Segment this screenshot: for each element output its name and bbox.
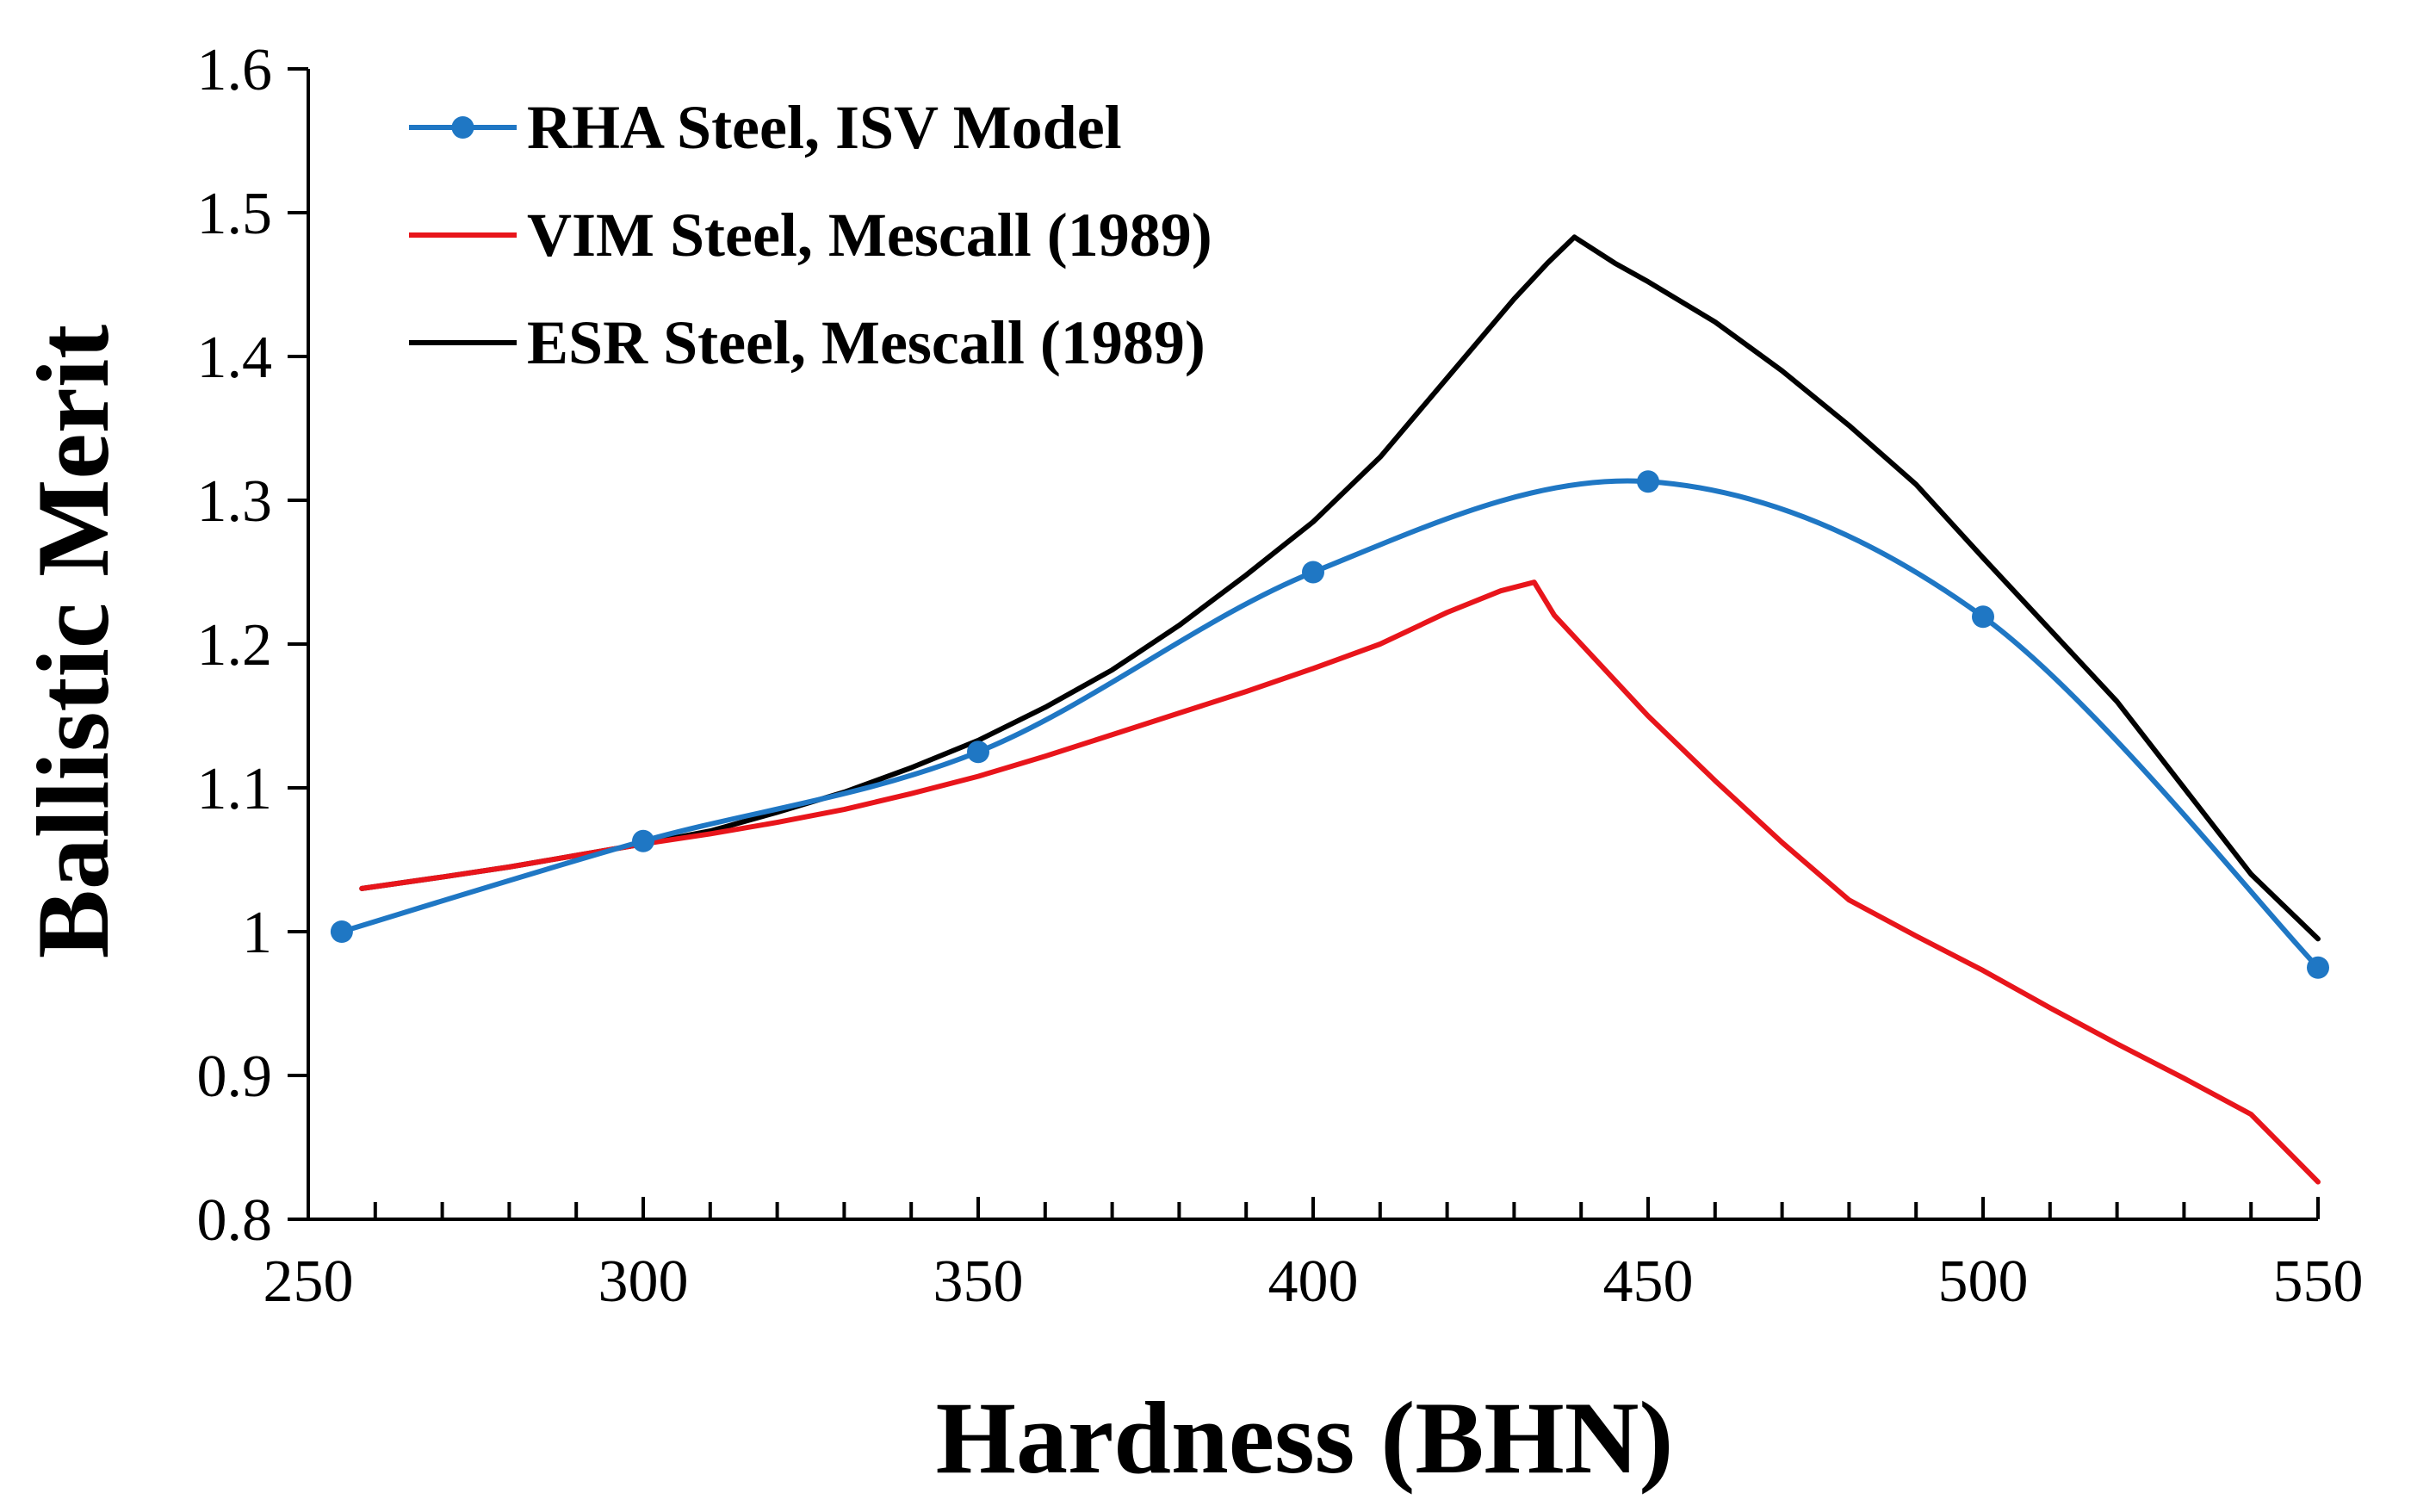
x-axis-title: Hardness (BHN) xyxy=(936,1380,1674,1495)
x-tick-label: 450 xyxy=(1603,1249,1694,1315)
y-axis-ticks: 0.8 0.9 1 1.1 1.2 1.3 1.4 1.5 1.6 xyxy=(197,37,308,1254)
legend-label: VIM Steel, Mescall (1989) xyxy=(527,201,1212,270)
data-point-rha-steel-isv-model xyxy=(2307,956,2329,979)
y-tick-label: 0.8 xyxy=(197,1187,273,1254)
legend-label: RHA Steel, ISV Model xyxy=(527,93,1122,162)
y-tick-label: 1 xyxy=(242,900,272,966)
x-tick-label: 500 xyxy=(1938,1249,2029,1315)
data-point-rha-steel-isv-model xyxy=(1972,605,1994,629)
y-tick-label: 1.6 xyxy=(197,37,273,103)
y-tick-label: 1.1 xyxy=(197,756,273,822)
series-rha-steel-isv-model xyxy=(330,470,2329,979)
x-axis-ticks: 250 300 350 400 450 500 550 xyxy=(263,1197,2364,1315)
data-point-rha-steel-isv-model xyxy=(330,920,353,943)
x-tick-label: 250 xyxy=(263,1249,354,1315)
legend-item: VIM Steel, Mescall (1989) xyxy=(409,201,1212,270)
legend: RHA Steel, ISV Model VIM Steel, Mescall (… xyxy=(409,93,1212,377)
data-point-rha-steel-isv-model xyxy=(967,741,989,764)
legend-marker xyxy=(451,116,474,139)
x-tick-label: 400 xyxy=(1268,1249,1359,1315)
y-tick-label: 1.4 xyxy=(197,325,273,391)
x-tick-label: 350 xyxy=(933,1249,1024,1315)
series-line-rha-steel-isv-model xyxy=(338,478,2321,970)
series-vim-steel-mescall-1989 xyxy=(359,579,2321,1185)
x-tick-label: 300 xyxy=(598,1249,689,1315)
y-tick-label: 1.2 xyxy=(197,612,273,679)
y-axis-title: Ballistic Merit xyxy=(15,325,130,958)
legend-item: RHA Steel, ISV Model xyxy=(409,93,1122,162)
plot-series xyxy=(330,234,2329,1185)
legend-item: ESR Steel, Mescall (1989) xyxy=(409,308,1206,377)
y-tick-label: 1.3 xyxy=(197,468,273,535)
legend-label: ESR Steel, Mescall (1989) xyxy=(527,308,1206,377)
series-esr-steel-mescall-1989 xyxy=(359,234,2321,942)
data-point-rha-steel-isv-model xyxy=(632,829,654,852)
series-line-vim-steel-mescall-1989 xyxy=(359,579,2321,1185)
series-line-esr-steel-mescall-1989 xyxy=(359,234,2321,942)
data-point-rha-steel-isv-model xyxy=(1637,470,1659,493)
y-tick-label: 1.5 xyxy=(197,181,273,247)
data-point-rha-steel-isv-model xyxy=(1302,561,1324,584)
x-tick-label: 550 xyxy=(2273,1249,2364,1315)
y-tick-label: 0.9 xyxy=(197,1044,273,1110)
